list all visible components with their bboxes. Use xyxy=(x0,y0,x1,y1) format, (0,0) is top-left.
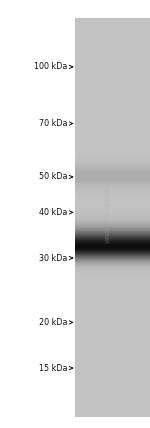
Text: 15 kDa: 15 kDa xyxy=(39,363,68,372)
Text: 100 kDa: 100 kDa xyxy=(34,62,68,71)
Text: 30 kDa: 30 kDa xyxy=(39,253,68,262)
Text: 70 kDa: 70 kDa xyxy=(39,119,68,128)
Text: 40 kDa: 40 kDa xyxy=(39,208,68,217)
Text: WWW.PTGLAB.COM: WWW.PTGLAB.COM xyxy=(105,185,111,243)
Text: 50 kDa: 50 kDa xyxy=(39,172,68,181)
Text: 20 kDa: 20 kDa xyxy=(39,318,68,327)
